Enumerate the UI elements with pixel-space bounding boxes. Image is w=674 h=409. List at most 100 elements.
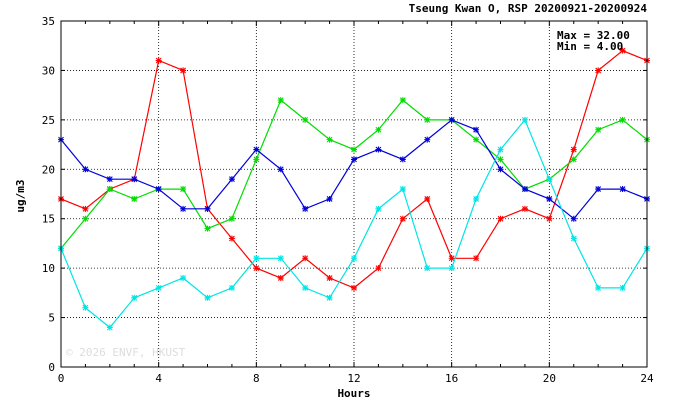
data-point <box>448 116 455 123</box>
data-point <box>448 265 455 272</box>
data-point <box>399 215 406 222</box>
data-point <box>228 284 235 291</box>
data-point <box>497 215 504 222</box>
data-point <box>228 215 235 222</box>
data-point <box>302 116 309 123</box>
data-point <box>424 136 431 143</box>
data-point <box>302 255 309 262</box>
x-tick-label: 12 <box>347 372 360 385</box>
data-point <box>351 255 357 262</box>
y-tick-label: 25 <box>42 114 55 127</box>
data-point <box>351 146 357 153</box>
x-tick-label: 0 <box>58 372 65 385</box>
series-layer <box>58 47 650 331</box>
data-point <box>82 304 89 311</box>
y-axis-title: ug/m3 <box>14 179 27 212</box>
data-point <box>131 195 138 202</box>
data-point <box>326 275 333 282</box>
data-point <box>570 215 577 222</box>
data-point <box>277 275 284 282</box>
data-point <box>155 57 162 64</box>
data-point <box>326 195 333 202</box>
y-tick-label: 0 <box>48 361 55 374</box>
data-point <box>302 205 309 212</box>
data-point <box>521 116 528 123</box>
data-point <box>82 205 89 212</box>
data-point <box>619 284 626 291</box>
data-point <box>619 186 626 193</box>
data-point <box>302 284 309 291</box>
data-point <box>375 146 382 153</box>
data-point <box>546 195 553 202</box>
data-point <box>570 146 577 153</box>
data-point <box>399 186 406 193</box>
data-point <box>253 255 260 262</box>
data-point <box>131 294 138 301</box>
data-point <box>228 235 235 242</box>
data-point <box>106 324 113 331</box>
data-point <box>253 156 260 163</box>
min-label: Min = 4.00 <box>557 40 623 53</box>
ticks: 0 5 10 15 20 25 30 35 0 4 8 12 16 20 24 <box>42 15 654 385</box>
data-point <box>375 205 382 212</box>
data-point <box>619 47 626 54</box>
y-tick-label: 5 <box>48 312 55 325</box>
data-point <box>180 275 187 282</box>
data-point <box>595 284 602 291</box>
y-tick-label: 10 <box>42 262 55 275</box>
x-tick-label: 24 <box>640 372 654 385</box>
data-point <box>106 186 113 193</box>
data-point <box>473 126 480 133</box>
y-tick-label: 20 <box>42 163 55 176</box>
data-point <box>204 205 211 212</box>
x-tick-label: 16 <box>445 372 458 385</box>
data-point <box>399 97 406 104</box>
data-point <box>155 284 162 291</box>
y-tick-label: 30 <box>42 64 55 77</box>
data-point <box>375 126 382 133</box>
data-point <box>180 186 187 193</box>
data-point <box>253 146 260 153</box>
data-point <box>351 156 357 163</box>
data-point <box>375 265 382 272</box>
x-axis-title: Hours <box>337 387 370 400</box>
data-point <box>497 156 504 163</box>
y-tick-label: 35 <box>42 15 55 28</box>
x-tick-label: 4 <box>155 372 162 385</box>
data-point <box>253 265 260 272</box>
data-point <box>424 265 431 272</box>
data-point <box>155 186 162 193</box>
data-point <box>448 255 455 262</box>
data-point <box>277 166 284 173</box>
max-label: Max = 32.00 <box>557 29 630 42</box>
data-point <box>326 136 333 143</box>
data-point <box>204 294 211 301</box>
data-point <box>546 215 553 222</box>
data-point <box>473 136 480 143</box>
data-point <box>521 186 528 193</box>
data-point <box>473 195 480 202</box>
data-point <box>497 146 504 153</box>
data-point <box>351 284 357 291</box>
data-point <box>497 166 504 173</box>
data-point <box>595 67 602 74</box>
data-point <box>570 235 577 242</box>
data-point <box>180 67 187 74</box>
data-point <box>82 215 89 222</box>
x-tick-label: 8 <box>253 372 260 385</box>
data-point <box>326 294 333 301</box>
data-point <box>180 205 187 212</box>
data-point <box>131 176 138 183</box>
data-point <box>570 156 577 163</box>
data-point <box>228 176 235 183</box>
data-point <box>277 255 284 262</box>
data-point <box>277 97 284 104</box>
x-tick-label: 20 <box>543 372 556 385</box>
y-tick-label: 15 <box>42 213 55 226</box>
grid <box>61 21 647 367</box>
data-point <box>82 166 89 173</box>
data-point <box>473 255 480 262</box>
data-point <box>619 116 626 123</box>
series-3 <box>58 116 650 222</box>
